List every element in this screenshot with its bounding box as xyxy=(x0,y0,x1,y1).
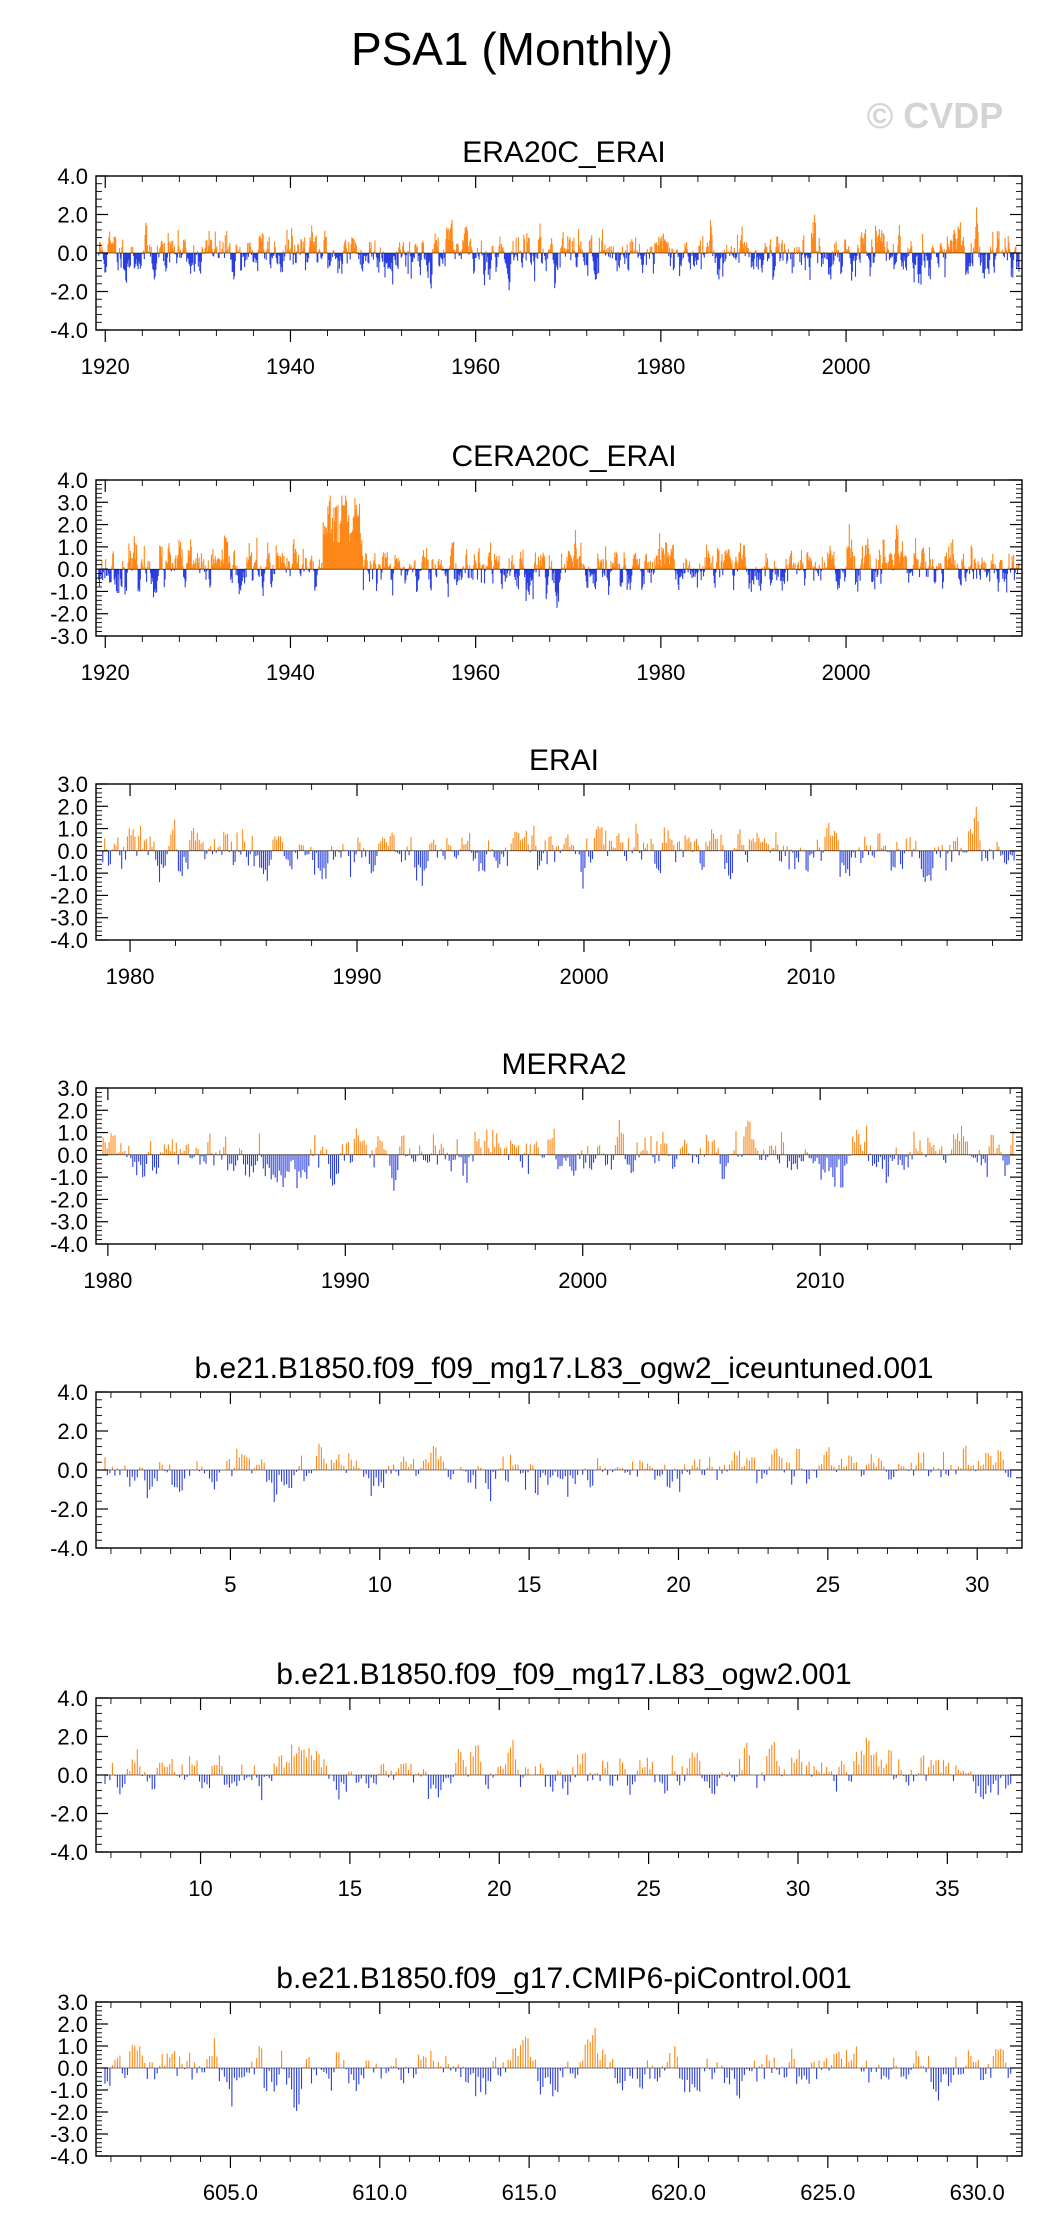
panel-title: b.e21.B1850.f09_g17.CMIP6-piControl.001 xyxy=(276,1962,851,1995)
watermark: © CVDP xyxy=(867,95,1004,136)
panel-5: b.e21.B1850.f09_f09_mg17.L83_ogw2_iceunt… xyxy=(50,1352,1023,1597)
x-tick-label: 15 xyxy=(517,1572,541,1597)
data-series xyxy=(104,1737,1012,1801)
figure-title: PSA1 (Monthly) xyxy=(351,23,673,75)
y-tick-label: -2.0 xyxy=(50,1497,88,1522)
y-tick-label: 4.0 xyxy=(57,164,88,189)
data-series xyxy=(98,207,1020,291)
panel-4: MERRA2 -4.0-3.0-2.0-1.00.01.02.03.0 1980 19… xyxy=(50,1048,1023,1293)
x-tick-label: 2000 xyxy=(822,660,871,685)
y-tick-label: 2.0 xyxy=(57,794,88,819)
panel-1: ERA20C_ERAI -4.0 -2.0 0.0 2.0 4.0 1920 1940 1960… xyxy=(50,136,1023,379)
panel-title: ERAI xyxy=(529,744,599,777)
data-series xyxy=(104,2027,1012,2111)
x-tick-label: 1940 xyxy=(266,660,315,685)
y-tick-label: -1.0 xyxy=(50,579,88,604)
y-tick-label: 4.0 xyxy=(57,1686,88,1711)
y-tick-label: 2.0 xyxy=(57,1098,88,1123)
y-tick-label: 2.0 xyxy=(57,513,88,538)
x-tick-label: 1960 xyxy=(451,354,500,379)
x-tick-label: 20 xyxy=(666,1572,690,1597)
panels-group: ERA20C_ERAI -4.0 -2.0 0.0 2.0 4.0 1920 1940 1960… xyxy=(50,136,1023,2205)
y-tick-label: 0.0 xyxy=(57,557,88,582)
panel-2: CERA20C_ERAI -3.0-2.0-1.00.01.02.03.04.0 1… xyxy=(50,440,1023,685)
y-tick-label: -4.0 xyxy=(50,1232,88,1257)
y-tick-label: 0.0 xyxy=(57,241,88,266)
y-tick-label: -1.0 xyxy=(50,861,88,886)
y-tick-label: -2.0 xyxy=(50,280,88,305)
data-series xyxy=(98,495,1020,608)
data-series xyxy=(102,806,1015,889)
plot-frame xyxy=(95,479,1023,637)
x-tick-label: 15 xyxy=(338,1876,362,1901)
panel-3: ERAI -4.0-3.0-2.0-1.00.01.02.03.0 1980 1990… xyxy=(50,744,1023,989)
x-tick-label: 2010 xyxy=(786,964,835,989)
y-tick-label: 2.0 xyxy=(57,1725,88,1750)
y-tick-label: 1.0 xyxy=(57,1121,88,1146)
x-tick-label: 35 xyxy=(935,1876,959,1901)
x-tick-label: 30 xyxy=(965,1572,989,1597)
y-tick-label: 3.0 xyxy=(57,1076,88,1101)
y-tick-label: -4.0 xyxy=(50,1840,88,1865)
x-tick-label: 1980 xyxy=(83,1268,132,1293)
y-tick-label: -2.0 xyxy=(50,602,88,627)
plot-frame xyxy=(95,783,1023,941)
y-tick-label: 0.0 xyxy=(57,1763,88,1788)
y-tick-label: 4.0 xyxy=(57,468,88,493)
panel-title: b.e21.B1850.f09_f09_mg17.L83_ogw2.001 xyxy=(276,1658,852,1691)
x-tick-label: 2010 xyxy=(796,1268,845,1293)
y-tick-label: 1.0 xyxy=(57,535,88,560)
y-tick-label: -3.0 xyxy=(50,624,88,649)
data-series xyxy=(102,1119,1014,1191)
y-tick-label: 0.0 xyxy=(57,839,88,864)
x-tick-label: 20 xyxy=(487,1876,511,1901)
x-tick-label: 1980 xyxy=(106,964,155,989)
y-tick-label: -3.0 xyxy=(50,1210,88,1235)
x-tick-label: 1980 xyxy=(636,660,685,685)
x-tick-label: 1960 xyxy=(451,660,500,685)
x-tick-label: 2000 xyxy=(558,1268,607,1293)
x-tick-label: 1980 xyxy=(636,354,685,379)
panel-title: ERA20C_ERAI xyxy=(462,136,665,169)
x-tick-label: 2000 xyxy=(822,354,871,379)
y-tick-label: -4.0 xyxy=(50,1536,88,1561)
x-tick-label: 1940 xyxy=(266,354,315,379)
plot-frame xyxy=(95,1087,1023,1245)
x-tick-label: 1990 xyxy=(333,964,382,989)
y-tick-label: 4.0 xyxy=(57,1380,88,1405)
panel-title: CERA20C_ERAI xyxy=(451,440,676,473)
x-tick-label: 5 xyxy=(224,1572,236,1597)
x-tick-label: 25 xyxy=(636,1876,660,1901)
x-tick-label: 30 xyxy=(786,1876,810,1901)
y-tick-label: -2.0 xyxy=(50,1802,88,1827)
x-tick-label: 1990 xyxy=(321,1268,370,1293)
x-tick-label: 10 xyxy=(188,1876,212,1901)
y-tick-label: -3.0 xyxy=(50,906,88,931)
data-series xyxy=(104,1443,1012,1502)
x-tick-label: 25 xyxy=(816,1572,840,1597)
x-tick-label: 1920 xyxy=(81,660,130,685)
y-tick-label: 1.0 xyxy=(57,817,88,842)
y-tick-label: -4.0 xyxy=(50,928,88,953)
y-tick-label: -2.0 xyxy=(50,1187,88,1212)
panel-6: b.e21.B1850.f09_f09_mg17.L83_ogw2.001 -4.… xyxy=(50,1658,1023,1901)
y-tick-label: -2.0 xyxy=(50,883,88,908)
y-tick-label: -4.0 xyxy=(50,318,88,343)
x-tick-label: 10 xyxy=(368,1572,392,1597)
panel-title: b.e21.B1850.f09_f09_mg17.L83_ogw2_iceunt… xyxy=(195,1352,934,1385)
y-tick-label: -1.0 xyxy=(50,1165,88,1190)
y-tick-label: 0.0 xyxy=(57,1458,88,1483)
y-tick-label: 2.0 xyxy=(57,1419,88,1444)
x-tick-label: 2000 xyxy=(559,964,608,989)
y-tick-label: 2.0 xyxy=(57,203,88,228)
x-tick-label: 1920 xyxy=(81,354,130,379)
y-tick-label: 3.0 xyxy=(57,772,88,797)
panel-7: b.e21.B1850.f09_g17.CMIP6-piControl.001-… xyxy=(50,1962,1023,2205)
y-tick-label: 3.0 xyxy=(57,490,88,515)
panel-title: MERRA2 xyxy=(501,1048,626,1081)
y-tick-label: 0.0 xyxy=(57,1143,88,1168)
